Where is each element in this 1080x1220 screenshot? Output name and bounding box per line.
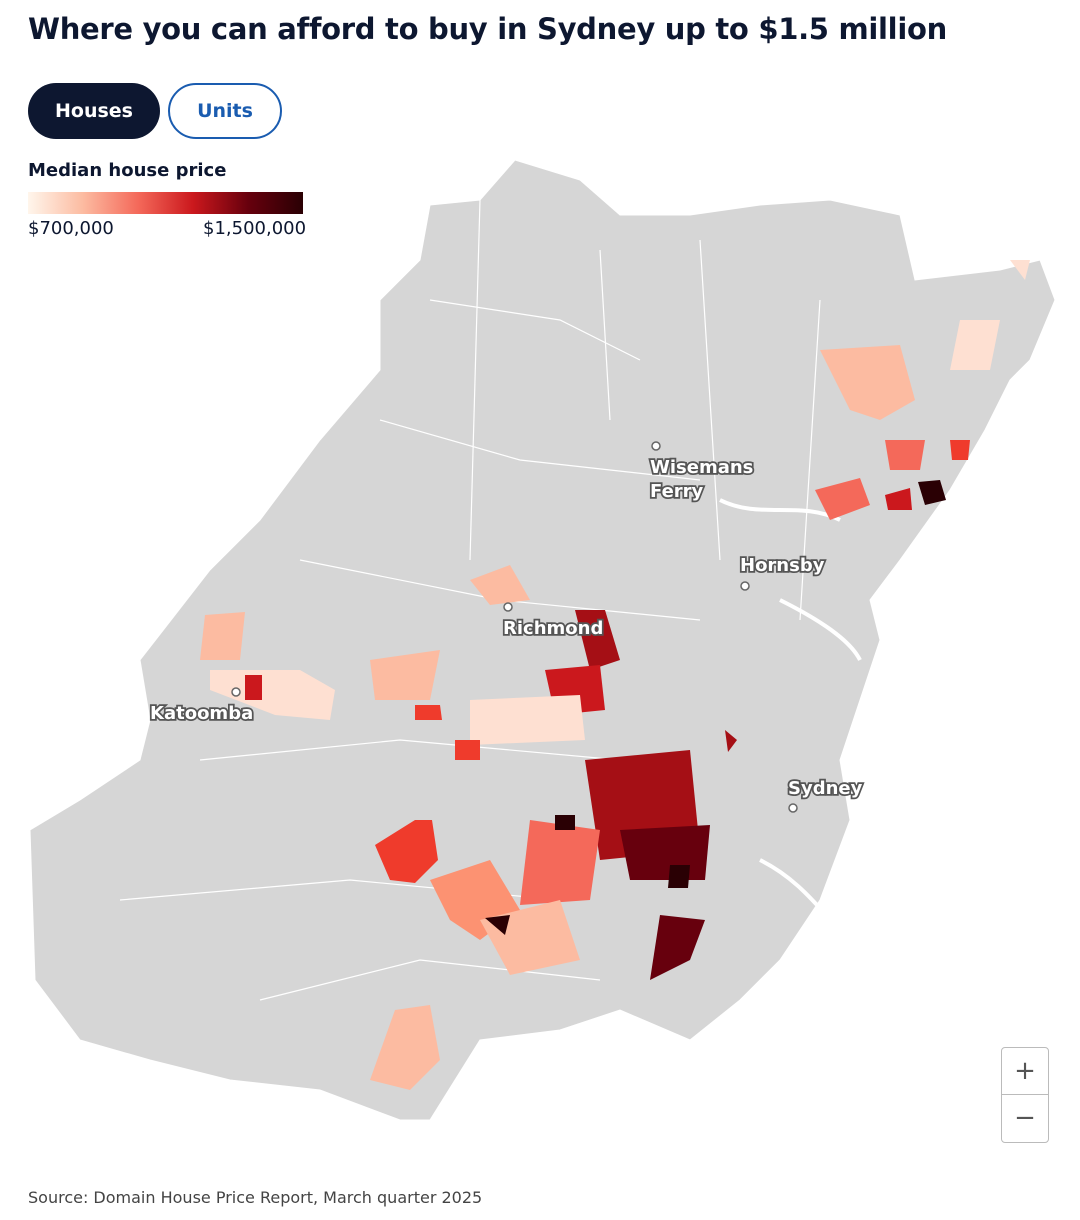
place-label: Wisemans xyxy=(650,457,753,478)
region xyxy=(29,159,1056,1121)
toggle-houses[interactable]: Houses xyxy=(28,83,160,139)
zoom-in[interactable]: + xyxy=(1002,1048,1048,1095)
boundaries xyxy=(119,199,862,1001)
place-label: Sydney xyxy=(788,778,863,799)
place-label: Richmond xyxy=(503,618,603,639)
place-label: Ferry xyxy=(650,481,704,502)
legend-min: $700,000 xyxy=(28,218,114,239)
legend-gradient xyxy=(28,192,303,214)
suburbs xyxy=(200,260,1030,1090)
place-markers xyxy=(231,441,798,813)
place-label: Katoomba xyxy=(150,703,253,724)
source: Source: Domain House Price Report, March… xyxy=(28,1188,483,1207)
toggle-units[interactable]: Units xyxy=(168,83,282,139)
place-label: Hornsby xyxy=(740,555,825,576)
zoom-control: + − xyxy=(1001,1047,1049,1143)
legend-max: $1,500,000 xyxy=(203,218,307,239)
title: Where you can afford to buy in Sydney up… xyxy=(28,12,947,46)
map[interactable]: Wisemans Ferry Hornsby Richmond Katoomba… xyxy=(0,150,1080,1160)
zoom-out[interactable]: − xyxy=(1014,1103,1036,1133)
legend-title: Median house price xyxy=(28,160,227,181)
